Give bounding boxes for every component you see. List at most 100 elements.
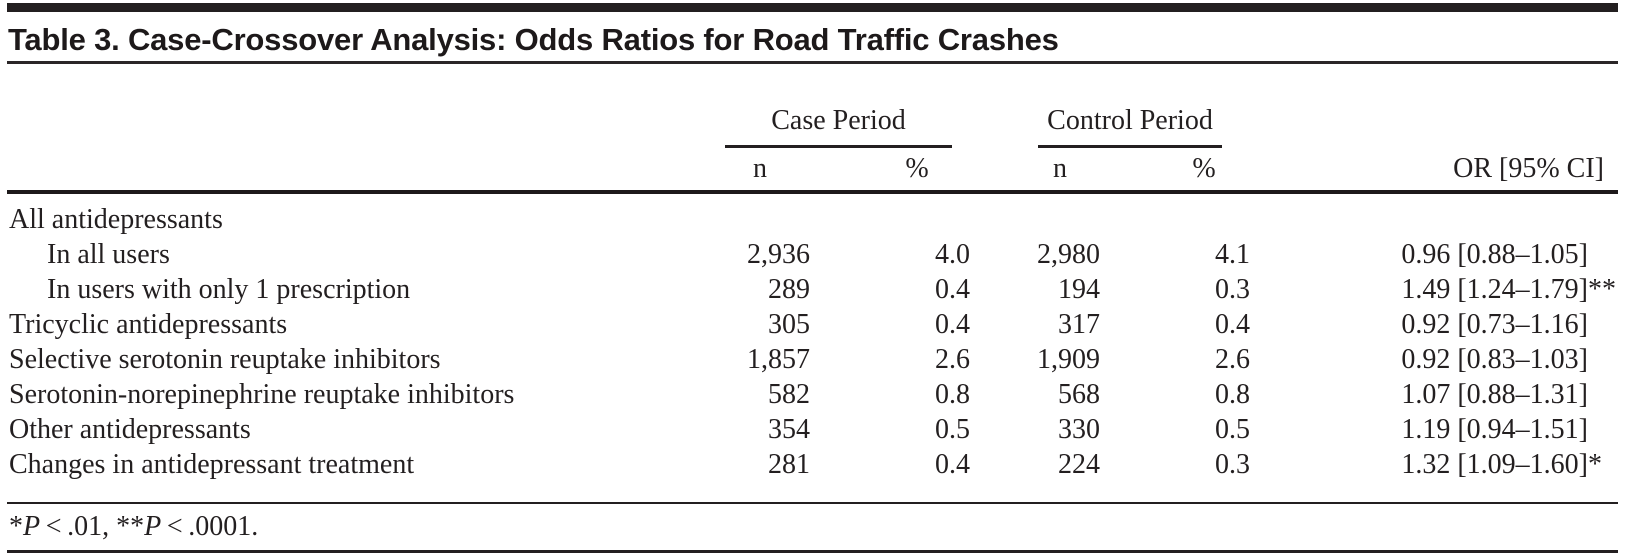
control-pct-value: 0.4 <box>1215 309 1251 340</box>
footnote-marker-2: ** <box>116 511 145 542</box>
control-pct-header: % <box>1107 148 1263 194</box>
control-n-value: 1,909 <box>1037 344 1100 375</box>
spanner-spacer <box>7 64 699 148</box>
footnote-p-2: P <box>144 511 162 542</box>
table-row: Changes in antidepressant treatment 281 … <box>7 447 1618 503</box>
case-n-value: 281 <box>768 449 810 480</box>
spanner-row: Case Period Control Period <box>7 64 1618 148</box>
case-pct-value: 0.5 <box>935 414 970 445</box>
row-label: All antidepressants <box>9 204 223 235</box>
control-pct-value: 2.6 <box>1215 344 1251 375</box>
case-pct-value: 0.8 <box>935 379 970 410</box>
footnote-cond-1: < .01, <box>40 511 117 542</box>
row-label: In all users <box>47 239 170 270</box>
or-ci-value: 0.96 [0.88–1.05] <box>1262 237 1618 272</box>
case-n-value: 582 <box>768 379 810 410</box>
row-label: Serotonin-norepinephrine reuptake inhibi… <box>9 379 515 410</box>
or-ci-text: 1.49 [1.24–1.79] <box>1401 274 1588 305</box>
control-period-label: Control Period <box>1038 105 1223 148</box>
table-row: All antidepressants <box>7 192 1618 237</box>
table-row: Other antidepressants 354 0.5 330 0.5 1.… <box>7 412 1618 447</box>
case-pct-value: 0.4 <box>935 309 970 340</box>
case-pct-value: 0.4 <box>935 274 970 305</box>
table-row: In all users 2,936 4.0 2,980 4.1 0.96 [0… <box>7 237 1618 272</box>
row-label: Selective serotonin reuptake inhibitors <box>9 344 441 375</box>
case-n-value: 289 <box>768 274 810 305</box>
control-n-value: 317 <box>1058 309 1100 340</box>
footnote-marker-1: * <box>9 511 23 542</box>
footnote-cond-2: < .0001. <box>161 511 259 542</box>
spanner-spacer-right <box>1262 64 1618 148</box>
control-n-value: 224 <box>1058 449 1100 480</box>
significance-marker <box>1588 237 1618 272</box>
or-ci-value: 0.92 [0.83–1.03] <box>1262 342 1618 377</box>
table-header: Case Period Control Period n % n % OR [9… <box>7 64 1618 194</box>
subheader-row: n % n % OR [95% CI] <box>7 148 1618 194</box>
control-pct-value: 4.1 <box>1215 239 1251 270</box>
control-n-value: 194 <box>1058 274 1100 305</box>
footnote-row: *P < .01, **P < .0001. <box>7 502 1618 553</box>
or-ci-value: 0.92 [0.73–1.16] <box>1262 307 1618 342</box>
case-pct-value: 4.0 <box>935 239 970 270</box>
case-pct-value <box>821 192 974 237</box>
row-label: Changes in antidepressant treatment <box>9 449 415 480</box>
significance-marker <box>1588 412 1618 447</box>
table-row: In users with only 1 prescription 289 0.… <box>7 272 1618 307</box>
significance-marker <box>1588 342 1618 377</box>
or-ci-text: 0.92 [0.73–1.16] <box>1401 309 1588 340</box>
table-body: All antidepressants In all users 2,936 4… <box>7 192 1618 503</box>
control-n-value: 2,980 <box>1037 239 1100 270</box>
control-pct-value: 0.8 <box>1215 379 1251 410</box>
case-n-value: 354 <box>768 414 810 445</box>
significance-marker <box>1588 307 1618 342</box>
or-ci-value: 1.49 [1.24–1.79] ** <box>1262 272 1618 307</box>
control-n-value: 330 <box>1058 414 1100 445</box>
row-label: Other antidepressants <box>9 414 251 445</box>
or-ci-value <box>1262 192 1618 237</box>
case-period-group: Case Period <box>699 64 974 148</box>
control-pct-value: 0.5 <box>1215 414 1251 445</box>
or-ci-header: OR [95% CI] <box>1262 148 1618 194</box>
significance-marker <box>1588 377 1618 412</box>
table-row: Selective serotonin reuptake inhibitors … <box>7 342 1618 377</box>
or-ci-value: 1.07 [0.88–1.31] <box>1262 377 1618 412</box>
footnote: *P < .01, **P < .0001. <box>7 502 1618 553</box>
control-n-value: 568 <box>1058 379 1100 410</box>
or-ci-value: 1.19 [0.94–1.51] <box>1262 412 1618 447</box>
table-figure: Table 3. Case-Crossover Analysis: Odds R… <box>0 3 1625 553</box>
control-pct-value <box>1107 192 1262 237</box>
or-ci-text: 1.32 [1.09–1.60] <box>1401 449 1588 480</box>
case-pct-value: 2.6 <box>935 344 970 375</box>
table-title: Table 3. Case-Crossover Analysis: Odds R… <box>8 22 1059 57</box>
row-label: Tricyclic antidepressants <box>9 309 288 340</box>
control-period-group: Control Period <box>974 64 1262 148</box>
or-ci-value: 1.32 [1.09–1.60] * <box>1262 447 1618 503</box>
case-n-value: 2,936 <box>747 239 810 270</box>
control-pct-value: 0.3 <box>1215 274 1251 305</box>
or-ci-text: 0.96 [0.88–1.05] <box>1401 239 1588 270</box>
footnote-p-1: P <box>23 511 41 542</box>
table-row: Tricyclic antidepressants 305 0.4 317 0.… <box>7 307 1618 342</box>
title-rule <box>7 61 1618 64</box>
table-footer: *P < .01, **P < .0001. <box>7 502 1618 553</box>
case-pct-value: 0.4 <box>935 449 970 480</box>
top-rule-bar <box>7 3 1618 12</box>
case-n-header: n <box>699 148 821 194</box>
or-ci-text: 1.19 [0.94–1.51] <box>1401 414 1588 445</box>
case-period-label: Case Period <box>725 105 952 148</box>
significance-marker: * <box>1588 449 1602 480</box>
stat-table: Case Period Control Period n % n % OR [9… <box>7 64 1618 553</box>
control-n-header: n <box>974 148 1107 194</box>
case-pct-header: % <box>821 148 974 194</box>
row-label: In users with only 1 prescription <box>47 274 411 305</box>
case-n-value: 305 <box>768 309 810 340</box>
or-ci-text: 0.92 [0.83–1.03] <box>1401 344 1588 375</box>
or-ci-text: 1.07 [0.88–1.31] <box>1401 379 1588 410</box>
case-n-value: 1,857 <box>747 344 810 375</box>
label-column-header <box>7 148 699 194</box>
control-pct-value: 0.3 <box>1215 449 1251 480</box>
table-row: Serotonin-norepinephrine reuptake inhibi… <box>7 377 1618 412</box>
control-n-value <box>974 192 1107 237</box>
significance-marker: ** <box>1588 274 1616 305</box>
case-n-value <box>699 192 821 237</box>
